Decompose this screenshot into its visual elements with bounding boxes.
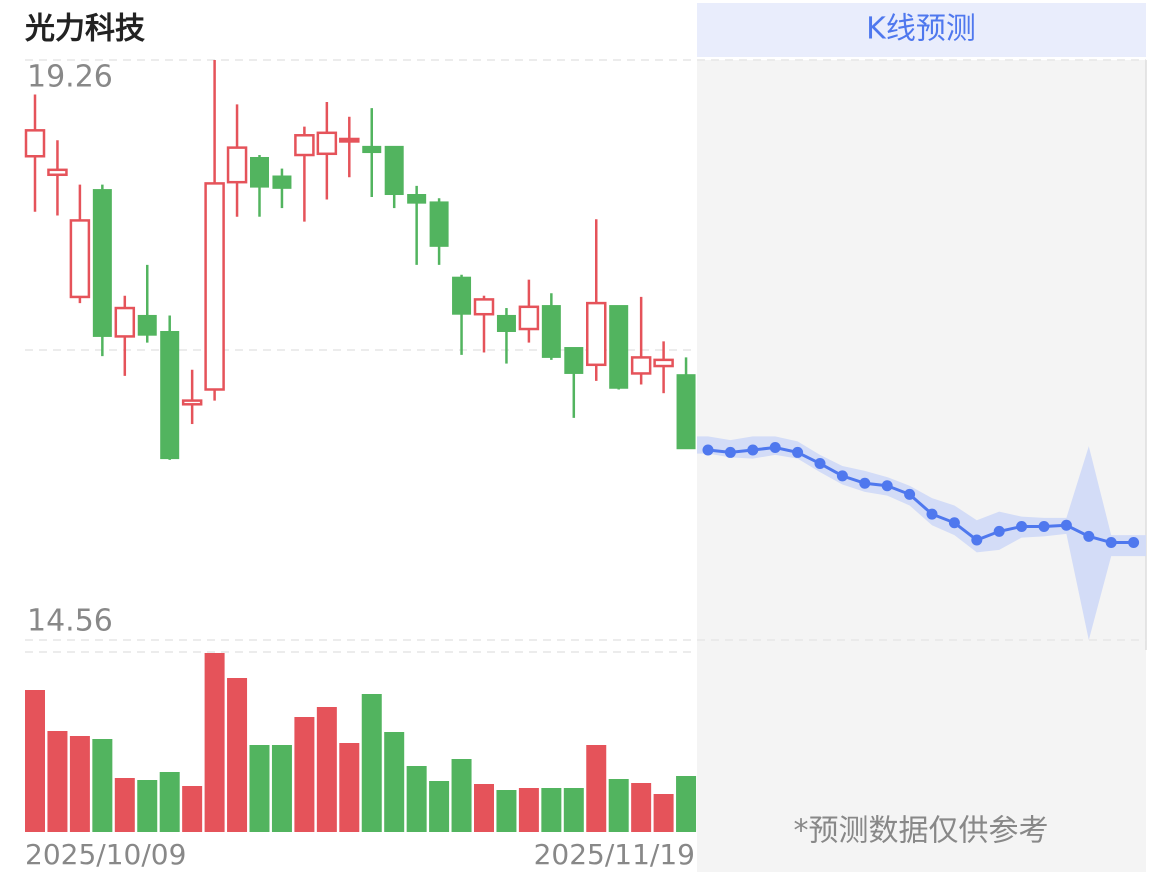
volume-bar <box>429 781 450 832</box>
candle-body <box>407 194 427 204</box>
forecast-point <box>859 477 871 489</box>
forecast-point <box>792 446 804 458</box>
candle-body <box>114 306 136 338</box>
candle-body <box>676 374 696 450</box>
volume-bar <box>159 772 180 832</box>
forecast-point <box>814 458 826 470</box>
forecast-point <box>971 534 983 546</box>
forecast-point <box>724 446 736 458</box>
x-tick-label: 2025/10/09 <box>25 838 186 871</box>
volume-bar <box>227 678 248 832</box>
forecast-point <box>836 470 848 482</box>
candle-body <box>181 399 203 406</box>
volume-bar <box>518 788 539 832</box>
volume-bar <box>406 766 427 832</box>
volume-bar <box>631 783 652 832</box>
forecast-point <box>904 488 916 500</box>
candle-body <box>250 156 269 188</box>
candle-body <box>294 134 315 157</box>
volume-bar <box>47 731 68 832</box>
candle-body <box>272 175 292 189</box>
candle-body <box>47 168 68 177</box>
forecast-point <box>948 517 960 529</box>
volume-bar <box>384 732 405 832</box>
forecast-point <box>993 525 1005 537</box>
forecast-point <box>1128 537 1140 549</box>
y-tick-label: 14.56 <box>27 604 113 639</box>
candle-body <box>473 298 495 316</box>
candle-body <box>137 314 157 336</box>
forecast-panel <box>697 60 1146 872</box>
candle-body <box>24 129 46 158</box>
forecast-point <box>1016 520 1028 532</box>
candle-body <box>316 131 338 156</box>
candle-body <box>564 347 584 374</box>
forecast-tab[interactable] <box>697 3 1146 57</box>
volume-bar <box>339 743 360 832</box>
volume-bar <box>316 707 337 832</box>
forecast-point <box>769 441 781 453</box>
candle-body <box>204 182 225 391</box>
x-tick-label: 2025/11/19 <box>534 838 695 871</box>
candle-body <box>339 137 360 143</box>
volume-bar <box>541 788 562 832</box>
forecast-point <box>1038 520 1050 532</box>
volume-bar <box>563 788 584 832</box>
volume-bar <box>92 739 113 832</box>
candle-body <box>541 305 561 358</box>
chart-title: 光力科技 <box>25 12 145 47</box>
forecast-point <box>1060 519 1072 531</box>
volume-bar <box>653 794 674 832</box>
candle-body <box>160 330 180 460</box>
candle-body <box>518 305 540 331</box>
forecast-point <box>881 480 893 492</box>
forecast-point <box>1083 530 1095 542</box>
candle-body <box>586 301 607 367</box>
forecast-point <box>747 444 759 456</box>
candle-body <box>630 356 652 375</box>
candle-body <box>226 146 248 184</box>
candle-body <box>362 145 382 154</box>
candle-body <box>496 314 516 332</box>
volume-bar <box>608 779 629 832</box>
candle-body <box>92 189 112 337</box>
volume-bar <box>676 776 697 832</box>
candle-body <box>609 305 629 389</box>
forecast-point <box>702 444 714 456</box>
volume-bar <box>114 778 135 832</box>
volume-bar <box>294 717 315 832</box>
volume-bar <box>182 786 203 832</box>
volume-bar <box>204 653 225 832</box>
forecast-band <box>697 436 1146 640</box>
candle-body <box>653 358 674 368</box>
volume-bar <box>496 790 517 832</box>
forecast-point <box>926 508 938 520</box>
volume-bar <box>69 736 90 832</box>
forecast-point <box>1105 537 1117 549</box>
volume-bar <box>271 745 292 832</box>
tab-label[interactable]: K线预测 <box>866 12 976 47</box>
candle-body <box>452 276 472 315</box>
volume-bar <box>25 690 45 832</box>
volume-bar <box>137 780 158 832</box>
volume-bar <box>586 745 607 832</box>
candle-body <box>384 145 404 196</box>
note: *预测数据仅供参考 <box>794 814 1049 849</box>
y-tick-label: 19.26 <box>27 60 113 95</box>
volume-bar <box>361 694 382 832</box>
volume-bar <box>474 784 494 832</box>
volume-bar <box>451 759 472 832</box>
candle-body <box>429 201 449 247</box>
candle-body <box>69 219 91 299</box>
volume-bar <box>249 745 270 832</box>
